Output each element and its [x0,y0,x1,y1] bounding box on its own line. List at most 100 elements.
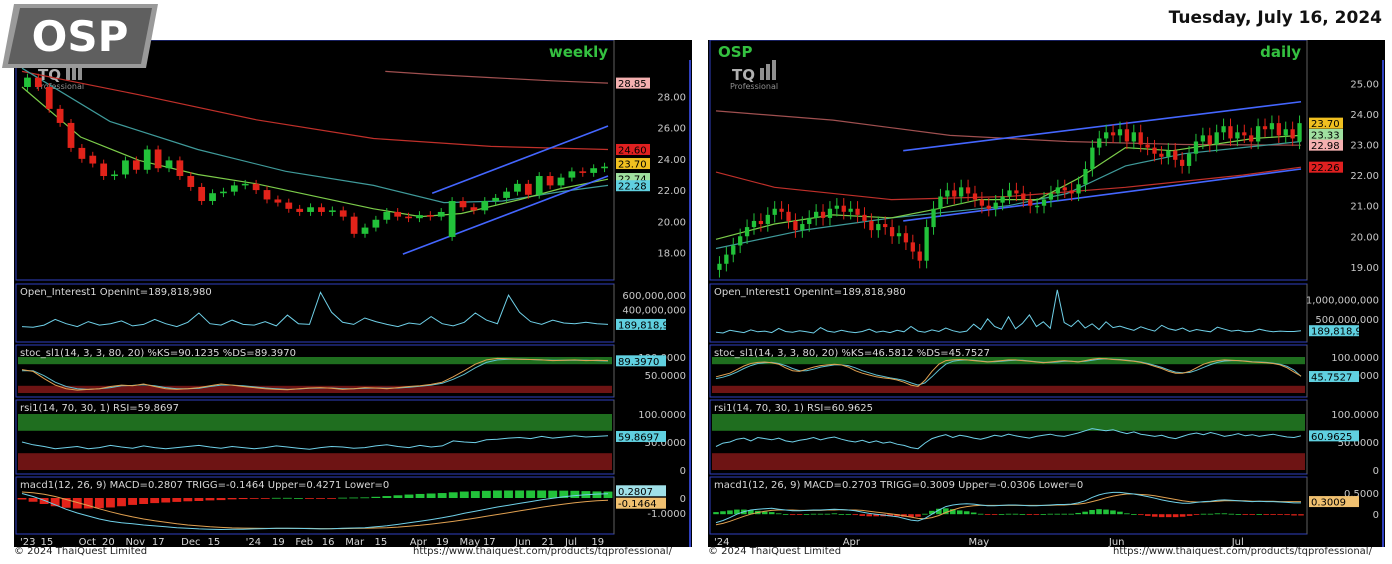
macd-histogram-bar [327,498,337,499]
macd-histogram-bar [727,510,733,515]
candle-body [437,211,445,217]
candle-body [979,199,985,206]
candle-body [1200,135,1206,142]
macd-value-tag [616,497,666,509]
macd-tick-label: 0.5000 [1344,489,1379,500]
candle-body [1297,123,1302,142]
x-tick-label: '23 [20,537,35,547]
macd-title: macd1(12, 26, 9) MACD=0.2703 TRIGG=0.300… [714,480,1083,491]
candle-body [917,251,922,261]
brand-sub-text: Professional [730,82,778,91]
oi-value-tag-label: 189,818,980 [618,320,682,331]
candle-body [546,176,554,186]
brand-bar-icon [66,68,70,80]
candle-body [972,193,978,200]
macd-histogram-bar [748,510,754,515]
macd-histogram-bar [260,498,270,499]
macd-histogram-bar [1068,513,1074,515]
candle-body [1276,123,1281,136]
macd-value-tag [616,485,666,497]
candle-body [296,208,304,212]
candle-body [1090,147,1095,169]
macd-histogram-bar [305,498,314,499]
macd-histogram-bar [720,511,726,515]
macd-histogram-bar [448,492,458,498]
macd-histogram-bar [984,514,991,515]
candle-body [230,185,238,192]
candle-body [827,208,833,218]
macd-histogram-bar [713,512,719,515]
daily-chart-panel: OSP daily TQ Professional 25.00 24.00 23.00 22.… [708,40,1385,547]
price-tag-label: 28.85 [618,79,647,90]
macd-histogram-bar [1235,514,1242,515]
price-tag-label: 24.60 [618,145,647,156]
macd-histogram-bar [1075,512,1081,515]
footer-url-right[interactable]: https://www.thaiquest.com/products/tqpro… [1113,546,1372,557]
candle-body [1269,123,1275,130]
macd-histogram-bar [404,494,414,498]
macd-histogram-bar [845,514,852,515]
candle-body [1193,141,1199,154]
candle-body [1262,126,1268,130]
x-tick-label: May [968,537,989,547]
macd-histogram-bar [128,498,137,505]
x-tick-label: Nov [125,537,145,547]
candle-body [165,160,173,169]
macd-histogram-bar [271,497,281,499]
macd-histogram-bar [1207,513,1214,515]
x-tick-label: Jul [564,537,577,547]
candle-body [24,77,31,87]
rsi-value-tag-label: 60.9625 [1311,432,1352,443]
x-tick-label: 15 [41,537,54,547]
price-tick-label: 20.00 [657,217,686,228]
macd-histogram-bar [205,498,215,501]
brand-bar-icon [772,60,776,80]
macd-histogram-bar [1138,514,1144,516]
candle-body [1138,132,1143,145]
footer-url-left[interactable]: https://www.thaiquest.com/products/tqpro… [413,546,672,557]
candle-body [100,163,108,177]
candle-body [820,211,826,218]
oi-value-tag [1309,325,1359,337]
candle-body [448,201,456,237]
candle-body [1083,169,1088,185]
candle-body [738,236,743,246]
candle-body [807,217,812,225]
macd-histogram-bar [94,498,104,509]
macd-histogram-bar [1172,514,1179,518]
macd-histogram-bar [1221,513,1228,515]
candle-body [67,122,75,148]
macd-histogram-bar [831,513,838,515]
macd-histogram-bar [1096,509,1102,515]
stoch-tick-label: 50.0000 [645,371,686,382]
macd-histogram-bar [139,498,149,504]
price-tag [616,143,650,155]
macd-histogram-bar [39,498,49,504]
rsi-line [21,435,609,450]
macd-tick-label: 0 [680,494,686,505]
price-tag-label: 23.70 [618,160,647,171]
candle-body [601,166,608,169]
price-tag-label: 23.70 [1311,119,1340,130]
price-tag-label: 23.33 [1311,130,1340,141]
candle-body [1186,153,1192,166]
price-tag [616,180,650,192]
rsi-title: rsi1(14, 70, 30, 1) RSI=59.8697 [20,403,179,414]
macd-histogram-bar [1117,511,1123,515]
x-tick-label: Jun [1108,537,1125,547]
macd-histogram-bar [1228,513,1235,515]
stoch-k-line [21,357,609,391]
stoch-value-tag [616,355,666,367]
symbol-label: OSP [718,43,753,61]
macd-histogram-bar [796,514,803,515]
macd-histogram-bar [1291,514,1297,516]
macd-histogram-bar [950,509,956,515]
rsi-tick-label: 100.0000 [1331,410,1379,421]
macd-histogram-bar [382,496,392,498]
price-tag-label: 22.74 [618,175,647,186]
candle-body [111,174,118,177]
macd-histogram-bar [1110,510,1116,515]
osp-badge: OSP [0,4,160,68]
report-date: Tuesday, July 16, 2024 [1168,8,1382,28]
stoch-title: stoc_sl1(14, 3, 3, 80, 20) %KS=90.1235 %… [20,348,296,359]
